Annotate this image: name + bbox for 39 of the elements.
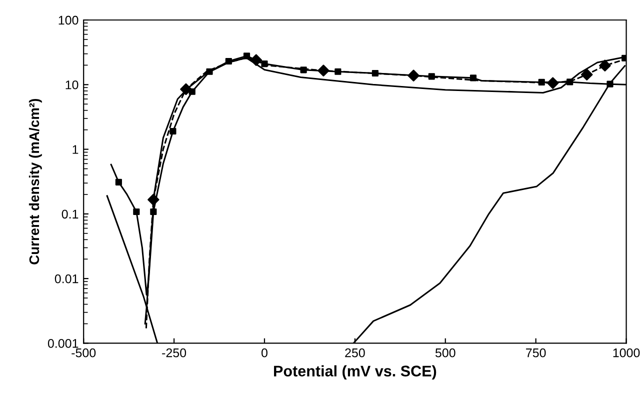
y-axis-title: Current density (mA/cm²) (28, 98, 42, 264)
point (150, 208, 157, 216)
point (261, 60, 268, 68)
point (546, 77, 559, 89)
point (408, 70, 420, 82)
y-tick-label: 0.1 (62, 210, 78, 219)
point (566, 78, 574, 86)
point (225, 58, 232, 65)
point (334, 68, 342, 75)
x-tick-label: -500 (72, 348, 96, 358)
x-tick-label: 1000 (613, 348, 640, 358)
y-tick-label: 0.001 (48, 339, 78, 348)
point (318, 64, 330, 76)
point (148, 194, 160, 206)
x-tick-label: 500 (435, 348, 456, 358)
x-tick-label: -250 (162, 348, 186, 358)
point (538, 78, 545, 86)
point (180, 83, 192, 96)
y-tick-label: 1 (72, 145, 78, 154)
point (599, 60, 611, 72)
point (133, 208, 140, 216)
point (250, 54, 262, 66)
point (115, 178, 122, 186)
y-tick-label: 0.01 (54, 274, 78, 284)
point (606, 80, 614, 88)
y-tick-label: 100 (58, 16, 78, 25)
x-axis-title: Potential (mV vs. SCE) (274, 365, 436, 380)
point (206, 68, 213, 75)
point (580, 68, 593, 80)
point (372, 70, 378, 77)
x-tick-label: 250 (345, 348, 365, 358)
point (300, 66, 307, 74)
x-tick-label: 750 (526, 348, 546, 358)
point (428, 73, 435, 80)
point (243, 52, 250, 60)
point (470, 74, 477, 82)
x-tick-label: 0 (262, 348, 268, 358)
point (170, 128, 176, 135)
y-tick-label: 10 (66, 80, 78, 90)
